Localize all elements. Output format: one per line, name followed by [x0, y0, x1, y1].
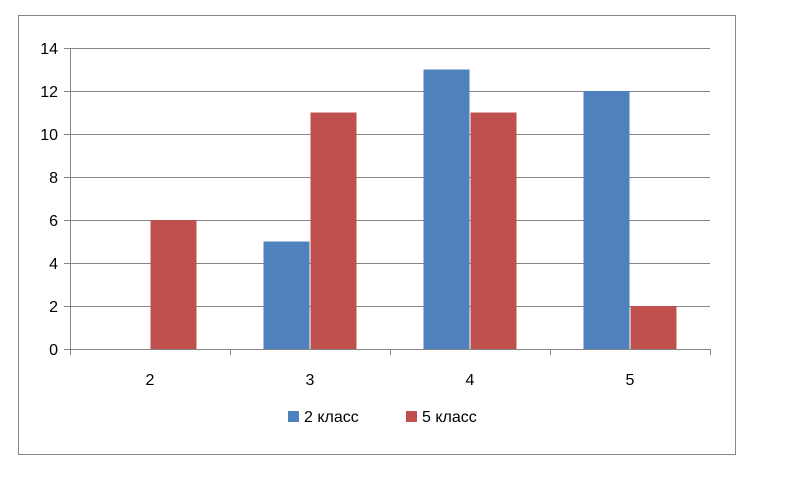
bar: [630, 306, 677, 349]
legend-label: 5 класс: [422, 409, 477, 426]
bar: [423, 69, 470, 349]
legend-label: 2 класс: [304, 409, 359, 426]
bar: [470, 112, 517, 349]
y-tick-label: 8: [49, 170, 58, 187]
bar: [150, 220, 197, 349]
legend-swatch: [288, 411, 299, 422]
y-tick-label: 6: [49, 213, 58, 230]
bar: [263, 241, 310, 349]
x-tick-labels: 2 3 4 5: [146, 372, 635, 389]
x-tick-label: 2: [146, 372, 155, 389]
x-tick-label: 3: [306, 372, 315, 389]
x-tick-label: 5: [626, 372, 635, 389]
bar: [310, 112, 357, 349]
legend-item: 5 класс: [406, 409, 477, 426]
y-tick-label: 12: [40, 84, 58, 101]
y-tick-labels: 0 2 4 6 8 10 12 14: [40, 41, 58, 359]
y-tick-label: 0: [49, 342, 58, 359]
axes: [64, 48, 711, 355]
y-tick-label: 10: [40, 127, 58, 144]
bar: [583, 91, 630, 349]
bars: [150, 69, 677, 349]
legend-swatch: [406, 411, 417, 422]
y-tick-label: 2: [49, 299, 58, 316]
legend-item: 2 класс: [288, 409, 359, 426]
legend: 2 класс 5 класс: [288, 409, 477, 426]
y-tick-label: 14: [40, 41, 58, 58]
x-tick-label: 4: [466, 372, 475, 389]
y-tick-label: 4: [49, 256, 58, 273]
